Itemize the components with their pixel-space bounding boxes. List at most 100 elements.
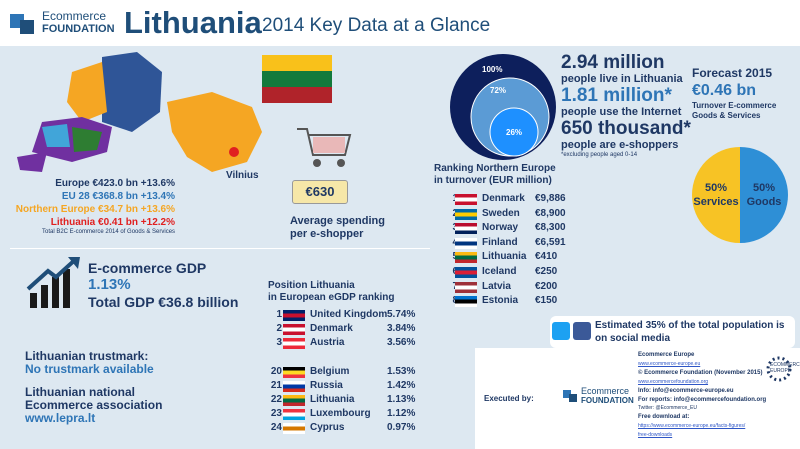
value: 1.12% <box>387 407 416 419</box>
header-band <box>0 0 800 46</box>
country: Denmark <box>482 193 525 204</box>
europe-line: EU 28 €368.8 bn +13.4% <box>61 191 175 202</box>
flag <box>283 381 305 393</box>
association-value: www.lepra.lt <box>25 411 96 425</box>
footer-line: Info: info@ecommerce-europe.eu <box>638 387 734 394</box>
country: Cyprus <box>310 421 345 433</box>
flag <box>455 237 477 249</box>
flag <box>283 323 305 335</box>
country: Finland <box>482 236 518 248</box>
pie-label: 50% <box>705 182 727 194</box>
flag <box>455 208 477 220</box>
flag <box>455 223 477 235</box>
country: Russia <box>310 380 343 392</box>
pie-label: Goods <box>747 196 782 208</box>
country: Sweden <box>482 207 520 219</box>
pie-chart: 50% Services 50% Goods <box>692 147 788 243</box>
value: €150 <box>535 295 558 307</box>
europe-line: Lithuania €0.41 bn +12.2% <box>50 217 175 228</box>
forecast-value: €0.46 bn <box>692 82 757 99</box>
gdp-share: 1.13% <box>88 276 131 293</box>
footer-line: free-downloads <box>638 432 673 439</box>
footer-line: Twitter: @Ecommerce_EU <box>638 405 697 412</box>
value: 1.42% <box>387 380 416 392</box>
footer-line: © Ecommerce Foundation (November 2015) <box>638 369 763 376</box>
value: 3.84% <box>387 322 416 334</box>
value: 0.97% <box>387 421 416 433</box>
country: Lithuania <box>482 251 527 263</box>
circle-label: 26% <box>506 128 523 137</box>
stat-value: 2.94 million <box>561 52 665 73</box>
europe-line: Northern Europe €34.7 bn +13.6% <box>15 204 175 215</box>
country: Lithuania <box>310 394 355 405</box>
flag <box>455 194 477 205</box>
footer-line: For reports: info@ecommercefoundation.or… <box>638 396 767 403</box>
gdp-icon <box>26 257 80 308</box>
gdp-title: E-commerce GDP <box>88 260 207 276</box>
ranking-title: in turnover (EUR million) <box>434 175 552 186</box>
social-icons <box>552 322 591 340</box>
country: Norway <box>482 222 519 234</box>
gdp-total: Total GDP €36.8 billion <box>88 294 239 310</box>
pie-label: 50% <box>753 182 775 194</box>
country: Austria <box>310 336 345 348</box>
value: €6,591 <box>535 236 566 248</box>
value: €8,900 <box>535 207 566 219</box>
flag <box>455 252 477 264</box>
value: 1.53% <box>387 366 416 378</box>
badge: ECOMMERCE EUROPE <box>770 362 800 374</box>
flag <box>283 408 305 420</box>
flag <box>283 337 305 349</box>
flag <box>455 267 477 278</box>
country: Luxembourg <box>310 407 371 419</box>
flag <box>283 422 305 434</box>
country: Latvia <box>482 280 511 292</box>
price-tag: €630 <box>292 180 348 204</box>
population-circles <box>450 54 556 160</box>
value: €8,300 <box>535 222 566 234</box>
egdp-title: in European eGDP ranking <box>268 292 395 303</box>
value: €9,886 <box>535 193 566 204</box>
egdp-title: Position Lithuania <box>268 280 355 291</box>
europe-map <box>17 52 262 172</box>
trustmark-value: No trustmark available <box>25 362 154 376</box>
city-label: Vilnius <box>226 170 259 181</box>
footer-line: Ecommerce Europe <box>638 352 695 358</box>
stat-label: people use the Internet <box>561 106 682 118</box>
footer-line: www.ecommerce-europe.eu <box>638 360 701 367</box>
flag <box>283 310 305 321</box>
forecast-label: Turnover E-commerce <box>692 101 777 110</box>
europe-line: Europe €423.0 bn +13.6% <box>55 178 175 189</box>
spending-label: Average spending <box>290 215 385 227</box>
value: €410 <box>535 251 558 263</box>
flag <box>455 281 477 293</box>
footer-line: www.ecommercefoundation.org <box>638 378 709 385</box>
ranking-title: Ranking Northern Europe <box>434 163 556 174</box>
circle-label: 72% <box>490 86 507 95</box>
stat-label: people live in Lithuania <box>561 73 683 85</box>
rank: 21 <box>270 380 282 392</box>
country: Estonia <box>482 295 519 307</box>
spending-label: per e-shopper <box>290 228 364 240</box>
flag <box>262 55 332 103</box>
value: €200 <box>535 280 558 292</box>
rank: 22 <box>270 394 282 405</box>
pie-slice <box>740 147 788 243</box>
footer <box>475 348 800 449</box>
rank: 20 <box>270 366 282 378</box>
value: €250 <box>535 266 558 277</box>
flag <box>283 395 305 406</box>
footer-brand: FOUNDATION <box>581 396 634 405</box>
stat-value: 1.81 million* <box>561 85 672 106</box>
forecast-label: Goods & Services <box>692 111 761 120</box>
stat-value: 650 thousand* <box>561 118 691 139</box>
brand-bottom: FOUNDATION <box>42 23 115 35</box>
social-text: Estimated 35% of the total population is <box>595 320 785 331</box>
country: Belgium <box>310 366 350 378</box>
logo-icon <box>10 14 34 34</box>
population-note: *excluding people aged 0-14 <box>561 152 638 158</box>
title: Lithuania <box>124 5 262 40</box>
rank: 23 <box>270 407 282 419</box>
subtitle: 2014 Key Data at a Glance <box>262 15 491 36</box>
